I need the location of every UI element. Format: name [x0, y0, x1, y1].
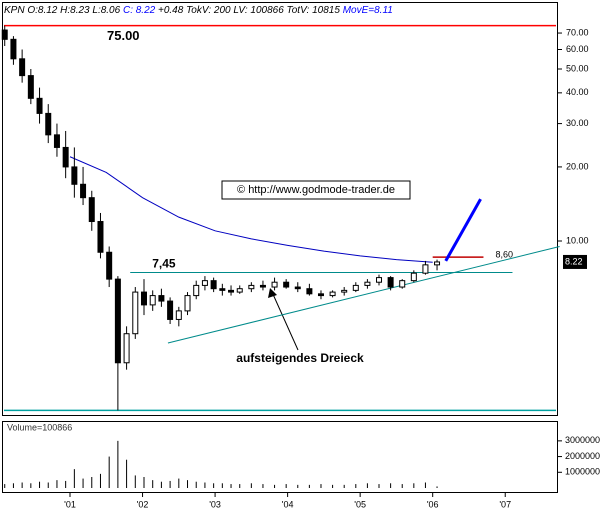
price-panel [2, 2, 558, 416]
candle-body [219, 288, 226, 291]
x-tick-label: '04 [282, 499, 294, 509]
moving-average [69, 156, 433, 263]
annotation: aufsteigendes Dreieck [236, 351, 364, 365]
candle-body [248, 284, 255, 290]
candle-body [193, 284, 200, 297]
candle-body [53, 134, 60, 148]
candle-body [123, 333, 130, 364]
y-tick-label: 70.00 [566, 27, 589, 37]
header-part: +0.48 TokV: 200 LV: 100866 TotV: 10815 [155, 5, 343, 16]
candle-body [410, 272, 417, 282]
candle-body [201, 280, 208, 286]
candle-body [10, 38, 17, 60]
candle-body [306, 288, 313, 295]
candle-body [294, 286, 301, 290]
candle-body [387, 277, 394, 288]
volume-tick-label: 1000000 [565, 467, 600, 477]
candle-body [45, 112, 52, 136]
candle-body [175, 310, 182, 320]
watermark: © http://www.godmode-trader.de [237, 184, 395, 196]
candle-body [158, 295, 165, 302]
candle-body [210, 280, 217, 290]
candle-body [364, 281, 371, 286]
level-label: 75.00 [107, 28, 140, 43]
candle-body [19, 58, 26, 77]
candle-body [36, 97, 43, 114]
candle-body [228, 289, 235, 293]
x-tick-label: '07 [499, 499, 511, 509]
header-part: C: 8.22 [123, 5, 156, 16]
candle-body [283, 281, 290, 288]
candle-body [352, 284, 359, 291]
candle-body [184, 295, 191, 312]
candle-body [88, 197, 95, 223]
candle-body [422, 264, 429, 274]
x-tick-label: '06 [427, 499, 439, 509]
candle-body [149, 295, 156, 306]
y-tick-label: 60.00 [566, 44, 589, 54]
x-tick-label: '02 [137, 499, 149, 509]
candle-body [27, 75, 34, 99]
watermark-box [221, 180, 411, 200]
candle-body [434, 261, 441, 266]
volume-label: Volume=100866 [7, 422, 72, 432]
trendline [167, 245, 560, 344]
y-tick-label: 50.00 [566, 63, 589, 73]
header-part: MovE=8.11 [343, 5, 393, 16]
candle-body [399, 280, 406, 288]
x-tick-label: '01 [64, 499, 76, 509]
y-tick-label: 20.00 [566, 161, 589, 171]
candle-body [271, 281, 278, 288]
candle-body [317, 293, 324, 297]
annotation-arrow [271, 291, 299, 351]
level-label: 8,60 [495, 249, 513, 259]
y-tick-label: 10.00 [566, 235, 589, 245]
volume-tick-label: 3000000 [565, 435, 600, 445]
candle-body [341, 289, 348, 293]
x-tick-label: '05 [354, 499, 366, 509]
candle-body [71, 166, 78, 185]
forecast-arrow [444, 198, 482, 262]
header: KPN O:8.12 H:8.23 L:8.06 C: 8.22 +0.48 T… [4, 5, 393, 16]
candle-body [140, 291, 147, 306]
candle-body [376, 277, 383, 283]
x-tick-label: '03 [209, 499, 221, 509]
candle-body [1, 29, 8, 40]
header-part: KPN O:8.12 H:8.23 L:8.06 [4, 5, 123, 16]
candle-body [114, 278, 121, 364]
candle-body [329, 291, 336, 297]
candle-body [132, 291, 139, 335]
last-price: 8.22 [565, 256, 583, 266]
annotation-arrowhead [268, 288, 277, 298]
candle-body [167, 300, 174, 320]
level-label: 7,45 [152, 257, 176, 271]
candle-body [236, 288, 243, 293]
candle-body [106, 251, 113, 280]
candle-body [62, 146, 69, 168]
candle-body [97, 221, 104, 253]
y-tick-label: 40.00 [566, 87, 589, 97]
volume-panel [2, 421, 558, 493]
last-price-box [563, 254, 587, 269]
y-tick-label: 30.00 [566, 118, 589, 128]
volume-tick-label: 2000000 [565, 451, 600, 461]
candle-body [259, 284, 266, 288]
candle-body [80, 183, 87, 199]
